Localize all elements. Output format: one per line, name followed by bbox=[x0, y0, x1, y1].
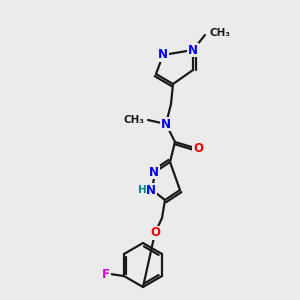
Text: CH₃: CH₃ bbox=[209, 28, 230, 38]
Text: O: O bbox=[150, 226, 160, 239]
Text: CH₃: CH₃ bbox=[123, 115, 144, 125]
Text: O: O bbox=[193, 142, 203, 154]
Text: N: N bbox=[161, 118, 171, 130]
Text: F: F bbox=[102, 268, 110, 281]
Text: N: N bbox=[188, 44, 198, 56]
Text: N: N bbox=[158, 49, 168, 62]
Text: N: N bbox=[146, 184, 156, 196]
Text: H: H bbox=[138, 185, 146, 195]
Text: N: N bbox=[149, 166, 159, 178]
